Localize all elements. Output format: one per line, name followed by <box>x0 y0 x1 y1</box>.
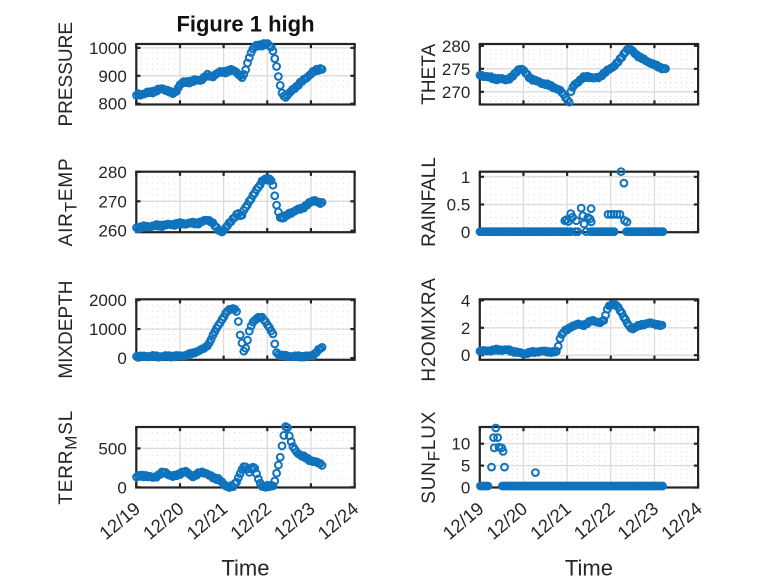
svg-text:AIRT​EMP: AIRT​EMP <box>56 158 81 247</box>
svg-text:RAINFALL: RAINFALL <box>419 157 440 247</box>
svg-text:270: 270 <box>98 192 126 211</box>
svg-text:0: 0 <box>117 349 126 368</box>
svg-text:1000: 1000 <box>89 39 127 58</box>
svg-text:H2OMIXRA: H2OMIXRA <box>419 278 440 382</box>
svg-text:10: 10 <box>451 435 470 454</box>
svg-text:500: 500 <box>98 439 126 458</box>
svg-text:Time: Time <box>565 556 613 581</box>
svg-text:4: 4 <box>461 291 470 310</box>
svg-text:2: 2 <box>461 319 470 338</box>
svg-text:0: 0 <box>461 223 470 242</box>
svg-text:270: 270 <box>442 83 470 102</box>
svg-text:260: 260 <box>98 222 126 241</box>
svg-text:280: 280 <box>98 163 126 182</box>
svg-text:0.5: 0.5 <box>447 196 471 215</box>
svg-text:280: 280 <box>442 37 470 56</box>
svg-text:275: 275 <box>442 60 470 79</box>
svg-text:0: 0 <box>117 478 126 497</box>
svg-text:PRESSURE: PRESSURE <box>56 22 77 127</box>
svg-text:TERRM​SL: TERRM​SL <box>56 410 81 505</box>
svg-text:900: 900 <box>98 67 126 86</box>
svg-text:THETA: THETA <box>419 43 440 104</box>
svg-text:Figure 1 high: Figure 1 high <box>176 12 314 37</box>
svg-text:1000: 1000 <box>89 320 127 339</box>
svg-text:800: 800 <box>98 95 126 114</box>
svg-text:1: 1 <box>461 168 470 187</box>
svg-text:5: 5 <box>461 457 470 476</box>
svg-text:Time: Time <box>221 556 269 581</box>
svg-text:2000: 2000 <box>89 291 127 310</box>
svg-text:SUNF​LUX: SUNF​LUX <box>419 411 444 504</box>
svg-text:MIXDEPTH: MIXDEPTH <box>56 280 77 378</box>
svg-text:0: 0 <box>461 479 470 498</box>
svg-text:0: 0 <box>461 346 470 365</box>
